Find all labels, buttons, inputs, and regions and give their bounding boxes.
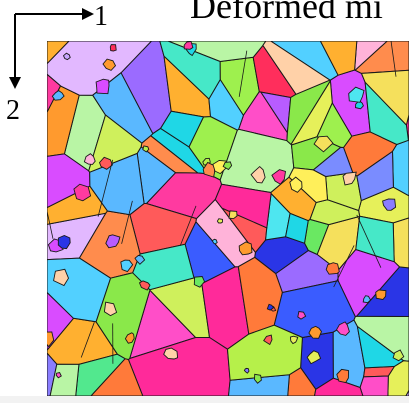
figure-title: Deformed mi [190,0,383,26]
grain [405,389,409,396]
small-grain [243,367,250,374]
small-grain [47,331,55,348]
grain [214,183,272,229]
axis-2-label: 2 [6,95,20,126]
small-grain [211,238,218,245]
small-grain [95,78,110,95]
grain [95,272,151,361]
small-grain [103,301,118,317]
axis-2-arrowhead [9,77,21,89]
small-grain [325,262,340,275]
grain [319,41,358,76]
grain [356,150,394,202]
small-grain [193,276,206,288]
twin-band [333,245,355,288]
sample-axes [9,8,94,89]
small-grain [73,183,92,202]
small-grain [289,176,303,193]
small-grain [348,86,365,103]
grain [47,352,58,396]
small-grain [375,289,387,300]
grain [49,363,80,396]
grain-map-svg [47,41,409,396]
twin-band [390,41,397,77]
small-grain [163,347,179,360]
small-grain [83,153,96,165]
small-grain [134,254,146,265]
small-grain [102,58,117,71]
small-grain [51,90,65,101]
twin-band [179,205,197,247]
twin-band [238,50,248,97]
small-grain [289,335,299,345]
grain [309,199,361,226]
small-grain [57,235,71,250]
grain [47,41,70,65]
small-grain [362,295,372,304]
grain [226,324,303,381]
twin-band [80,322,95,358]
small-grain [382,198,397,211]
small-grain [263,334,273,346]
small-grain [222,161,233,171]
small-grain [392,349,405,362]
grain [285,212,309,244]
small-grain [142,145,150,153]
grain [356,325,405,369]
small-grain [342,171,357,186]
twin-band [97,159,114,217]
small-grain [271,169,287,185]
small-grain [254,373,262,384]
small-grain [297,310,307,320]
axis-1-arrowhead [82,8,94,20]
grain [313,377,364,396]
small-grain [124,332,135,344]
small-grain [109,44,117,52]
small-grain [138,280,151,291]
small-grain [313,135,334,153]
small-grain [335,321,350,336]
grain [262,41,331,95]
small-grain [238,241,253,256]
grain [312,146,354,178]
small-grain [228,210,238,220]
small-grain [306,350,322,365]
small-grain [55,371,62,379]
small-grain [266,303,275,311]
twin-band [356,214,382,268]
small-grain [53,268,70,287]
small-grain [105,234,121,249]
grain [159,41,221,100]
grain [159,110,205,148]
grain [359,375,389,396]
twin-band [121,200,133,244]
grain [47,41,153,96]
bottom-strip [0,396,409,403]
axis-1-label: 1 [94,1,108,32]
orientation-map [47,41,409,396]
small-grain [183,41,194,50]
small-grain [62,52,71,61]
small-grain [308,325,323,339]
small-grain [336,368,349,384]
twin-band [47,209,54,239]
small-grain [355,99,364,110]
grain [391,139,409,197]
small-grain [250,165,266,184]
grain [88,114,143,173]
grain [392,217,409,269]
small-grain [120,259,134,273]
small-grain [216,218,223,224]
small-grain [98,156,114,170]
